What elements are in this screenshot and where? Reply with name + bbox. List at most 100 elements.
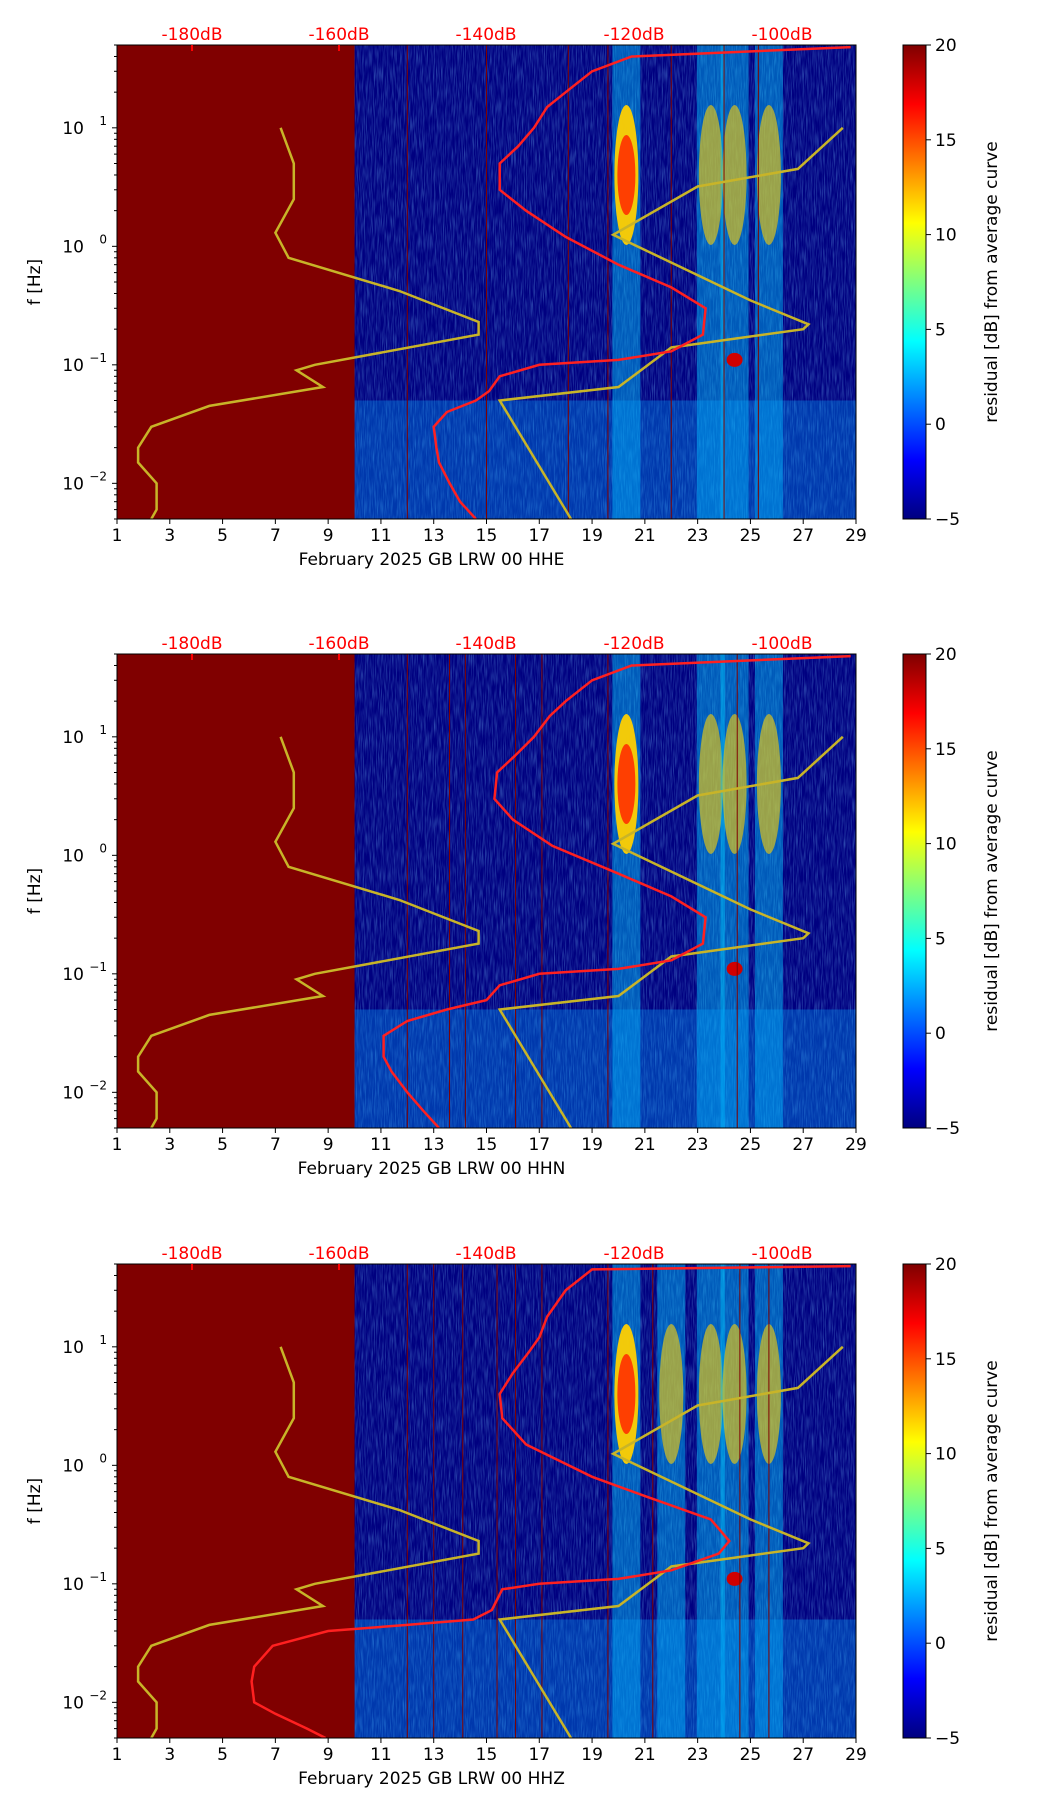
colorbar-tick-label: 10 (935, 835, 957, 855)
x-tick-label: 9 (323, 1745, 334, 1765)
x-tick-label: 7 (270, 526, 281, 546)
y-tick-label: 10 (62, 1575, 84, 1595)
x-tick-label: 19 (581, 1135, 603, 1155)
db-tick-label: -160dB (308, 634, 369, 654)
bright-band-core (698, 713, 723, 854)
colorbar-gradient (902, 1263, 927, 1739)
x-tick-label: 11 (370, 526, 392, 546)
noise-curve (432, 45, 851, 519)
x-tick-label: 9 (323, 526, 334, 546)
low-freq-band (354, 1009, 856, 1128)
reference-curve-high (497, 126, 844, 519)
y-tick-exponent: 1 (99, 114, 107, 128)
colorbar-tick-label: 10 (935, 1445, 957, 1465)
db-tick-label: -180dB (161, 25, 222, 45)
reference-curve-low (136, 1346, 480, 1738)
x-tick-label: 1 (112, 526, 123, 546)
colorbar: 20 15 10 5 0 −5 residual [dB] from average cur… (902, 36, 1002, 530)
db-tick-label: -160dB (308, 1244, 369, 1264)
bright-band-hot (617, 743, 636, 824)
x-tick-label: 17 (528, 1135, 550, 1155)
y-tick-exponent: 0 (99, 232, 107, 246)
noise-curve (382, 654, 851, 1128)
y-tick-label: 10 (62, 1456, 84, 1476)
colorbar-tick-label: 15 (935, 131, 957, 151)
y-tick-label: 10 (62, 474, 84, 494)
colorbar-label: residual [dB] from average curve (982, 141, 1002, 422)
x-tick-label: 17 (528, 1745, 550, 1765)
bright-band-core (698, 1323, 723, 1464)
hot-spot (726, 352, 743, 367)
db-tick-label: -140dB (455, 1244, 516, 1264)
y-axis-label: f [Hz] (25, 259, 45, 305)
colorbar-gradient (902, 653, 927, 1129)
colorbar-tick-label: 20 (935, 1255, 957, 1275)
x-tick-label: 3 (164, 526, 175, 546)
x-tick-label: 27 (792, 1745, 814, 1765)
x-tick-label: 23 (687, 526, 709, 546)
bright-band-core (698, 104, 723, 245)
x-tick-label: 15 (476, 526, 498, 546)
db-tick-label: -160dB (308, 25, 369, 45)
y-axis-label: f [Hz] (25, 868, 45, 914)
db-tick-label: -120dB (603, 634, 664, 654)
y-tick-exponent: 0 (99, 841, 107, 855)
db-tick-label: -100dB (751, 634, 812, 654)
x-tick-label: 23 (687, 1135, 709, 1155)
reference-curve-low (136, 127, 480, 519)
x-tick-label: 15 (476, 1745, 498, 1765)
y-tick-label: 10 (62, 356, 84, 376)
x-tick-label: 11 (370, 1745, 392, 1765)
bright-band-core (722, 104, 747, 245)
db-tick-label: -120dB (603, 25, 664, 45)
x-tick-label: 21 (634, 1135, 656, 1155)
colorbar-tick-label: 0 (935, 415, 946, 435)
hot-spot (726, 961, 743, 976)
x-axis-label: February 2025 GB LRW 00 HHN (298, 1159, 566, 1179)
x-tick-label: 11 (370, 1135, 392, 1155)
colorbar-tick-label: 20 (935, 36, 957, 56)
x-tick-label: 29 (845, 526, 867, 546)
bright-band-core (659, 1323, 684, 1464)
reference-curve-low (136, 736, 480, 1128)
y-tick-exponent: −1 (89, 351, 107, 365)
db-tick-label: -180dB (161, 1244, 222, 1264)
nodata-region (117, 654, 355, 1128)
colorbar-tick-label: −5 (935, 510, 960, 530)
db-tick-label: -100dB (751, 25, 812, 45)
colorbar-tick-label: −5 (935, 1119, 960, 1139)
x-tick-label: 27 (792, 1135, 814, 1155)
x-tick-label: 21 (634, 526, 656, 546)
colorbar-tick-label: 5 (935, 320, 946, 340)
colorbar-gradient (902, 44, 927, 520)
y-tick-label: 10 (62, 1083, 84, 1103)
db-tick-label: -140dB (455, 25, 516, 45)
colorbar-tick-label: −5 (935, 1729, 960, 1749)
y-tick-exponent: −2 (89, 469, 107, 483)
colorbar-tick-label: 15 (935, 1350, 957, 1370)
x-tick-label: 19 (581, 526, 603, 546)
colorbar-tick-label: 0 (935, 1024, 946, 1044)
low-freq-band (354, 400, 856, 519)
x-axis-label: February 2025 GB LRW 00 HHE (299, 550, 565, 570)
x-tick-label: 17 (528, 526, 550, 546)
x-tick-label: 3 (164, 1745, 175, 1765)
x-tick-label: 15 (476, 1135, 498, 1155)
x-tick-label: 7 (270, 1745, 281, 1765)
y-tick-label: 10 (62, 237, 84, 257)
x-tick-label: 5 (217, 1135, 228, 1155)
colorbar-tick-label: 20 (935, 645, 957, 665)
y-tick-label: 10 (62, 728, 84, 748)
colorbar-tick-label: 5 (935, 929, 946, 949)
x-tick-label: 21 (634, 1745, 656, 1765)
noise-curve (250, 1264, 851, 1738)
plot-area (117, 1264, 856, 1738)
colorbar: 20 15 10 5 0 −5 residual [dB] from average cur… (902, 645, 1002, 1139)
x-tick-label: 3 (164, 1135, 175, 1155)
colorbar-tick-label: 15 (935, 740, 957, 760)
db-tick-label: -140dB (455, 634, 516, 654)
colorbar-label: residual [dB] from average curve (982, 1360, 1002, 1641)
